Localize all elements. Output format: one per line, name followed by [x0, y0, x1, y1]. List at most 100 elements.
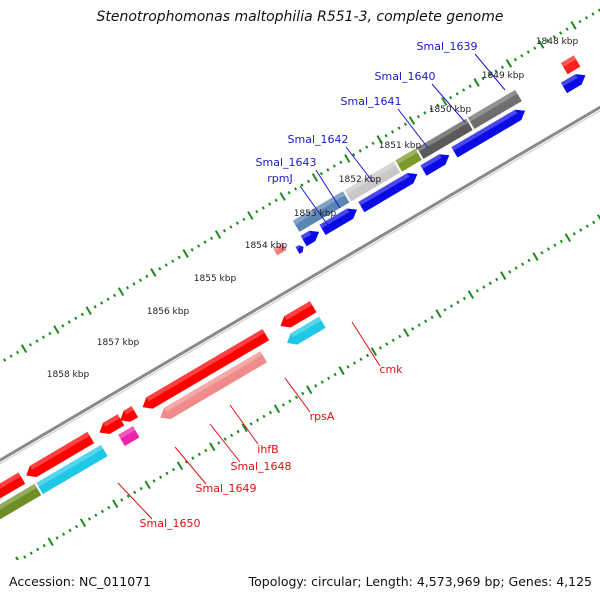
tick-mark — [398, 334, 402, 339]
tick-mark — [411, 327, 415, 331]
genome-backbone — [0, 105, 600, 465]
tick-mark — [584, 16, 589, 20]
leader-smal1648 — [209, 423, 241, 463]
leader-rpmj — [299, 185, 331, 229]
gene-feature-highlight — [0, 472, 21, 489]
tick-mark — [53, 325, 60, 334]
tick-mark — [138, 278, 142, 282]
tick-mark — [62, 532, 66, 536]
tick-mark — [513, 57, 517, 62]
gene-feature-highlight — [273, 242, 285, 251]
tick-mark — [87, 517, 92, 521]
tick-mark — [546, 38, 550, 43]
tick-mark — [488, 281, 492, 285]
tick-mark — [223, 437, 227, 441]
tick-mark — [306, 385, 313, 395]
gene-feature — [0, 483, 42, 520]
tick-mark — [572, 232, 576, 236]
gene-feature-highlight — [290, 316, 322, 338]
tick-mark — [112, 293, 117, 298]
tick-mark — [564, 233, 571, 242]
tick-mark — [182, 249, 189, 258]
gene-feature-highlight — [420, 154, 442, 169]
gene-feature — [273, 242, 287, 256]
tick-mark — [204, 448, 208, 453]
gene-feature-highlight — [123, 406, 134, 415]
gene-feature — [0, 472, 26, 499]
gene-label-smal1640: Smal_1640 — [375, 70, 436, 83]
tick-mark — [597, 214, 600, 221]
tick-mark — [150, 268, 157, 277]
tick-mark — [191, 456, 195, 460]
gene-feature — [142, 329, 270, 409]
tick-mark — [126, 494, 130, 498]
gene-feature-highlight — [29, 431, 90, 470]
tick-mark — [532, 252, 539, 261]
tick-mark — [533, 46, 537, 50]
tick-mark — [42, 543, 46, 548]
tick-mark — [559, 31, 563, 35]
gene-feature-highlight — [292, 191, 346, 225]
tick-mark — [203, 240, 207, 244]
tick-mark — [229, 225, 233, 229]
tick-mark — [514, 266, 518, 270]
tick-mark — [455, 92, 459, 96]
gene-feature — [420, 154, 450, 176]
genome-map: 1848 kbp 1849 kbp 1850 kbp 1851 kbp 1852 kbp… — [0, 8, 600, 560]
tick-mark — [236, 429, 240, 434]
gene-label-smal1648: Smal_1648 — [231, 460, 292, 473]
tick-label: 1857 kbp — [97, 338, 140, 348]
gene-feature — [358, 173, 418, 213]
tick-mark — [319, 171, 324, 176]
tick-mark — [235, 221, 239, 225]
gene-feature-highlight — [146, 329, 265, 402]
tick-mark — [423, 111, 427, 115]
gene-labels: Smal_1639 Smal_1640 Smal_1641 Smal_1642 Smal… — [140, 40, 478, 530]
tick-mark — [500, 271, 507, 281]
tick-mark — [268, 202, 272, 206]
map-title: Stenotrophomonas maltophilia R551-3, com… — [96, 9, 504, 25]
tick-mark — [538, 40, 545, 49]
tick-label: 1849 kbp — [482, 71, 525, 81]
tick-mark — [67, 320, 71, 324]
gene-feature — [416, 118, 473, 159]
tick-mark — [100, 301, 104, 305]
tick-mark — [293, 187, 298, 191]
gene-feature-highlight — [560, 55, 577, 67]
tick-mark — [327, 376, 331, 381]
tick-mark — [430, 315, 434, 320]
tick-mark — [552, 35, 556, 39]
tick-mark — [311, 173, 319, 182]
tick-mark — [300, 183, 304, 187]
tick-mark — [273, 404, 281, 414]
tick-mark — [352, 361, 357, 365]
tick-mark — [391, 338, 395, 342]
tick-label: 1848 kbp — [536, 37, 579, 47]
tick-mark — [125, 286, 130, 290]
tick-mark — [385, 342, 389, 346]
tick-mark — [436, 103, 440, 107]
tick-mark — [585, 224, 589, 228]
tick-mark — [370, 347, 378, 357]
gene-feature — [36, 444, 108, 495]
tick-mark — [93, 305, 97, 309]
tick-mark — [352, 152, 356, 157]
tick-mark — [222, 229, 227, 233]
tick-mark — [268, 410, 273, 415]
tick-mark — [449, 304, 454, 308]
tick-label: 1856 kbp — [147, 307, 190, 317]
tick-mark — [384, 133, 388, 138]
tick-mark — [15, 556, 20, 560]
tick-mark — [117, 287, 125, 296]
tick-mark — [164, 263, 168, 267]
tick-mark — [41, 335, 46, 339]
tick-mark — [332, 164, 336, 168]
tick-mark — [358, 149, 362, 153]
gene-feature — [99, 414, 125, 434]
tick-mark — [521, 262, 525, 266]
label-leaders — [117, 53, 506, 520]
gene-feature — [280, 301, 317, 328]
tick-mark — [570, 21, 577, 30]
gene-label-rpsa: rpsA — [310, 410, 335, 423]
tick-mark — [339, 160, 343, 165]
